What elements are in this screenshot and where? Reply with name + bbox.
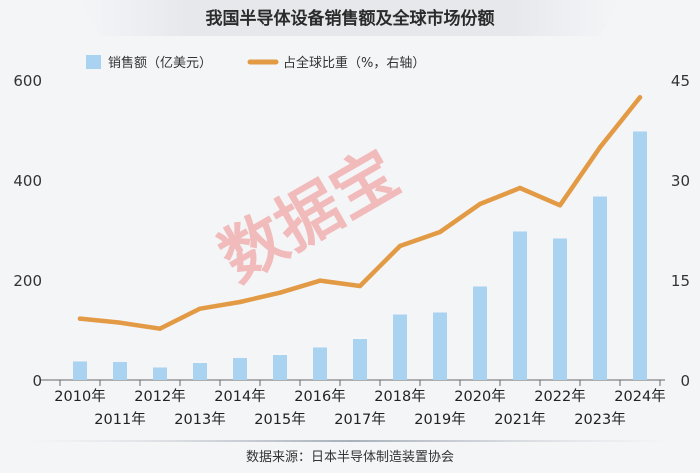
- legend-bar-swatch: [86, 55, 101, 69]
- share-point-2012年: [157, 326, 163, 331]
- share-point-2018年: [397, 243, 403, 249]
- bar-2014年: [233, 358, 247, 380]
- x-tick-label: 2012年: [134, 388, 185, 405]
- x-tick-label: 2010年: [54, 388, 105, 405]
- y-left-tick-label: 200: [13, 272, 42, 290]
- x-tick-label: 2011年: [94, 411, 145, 428]
- x-tick-label: 2020年: [454, 388, 505, 405]
- y-left-tick-label: 600: [13, 72, 42, 90]
- share-point-2016年: [317, 278, 323, 283]
- y-right-tick-label: 15: [671, 272, 690, 290]
- bars: [73, 131, 647, 380]
- x-tick-label: 2024年: [614, 388, 665, 405]
- share-point-2015年: [277, 290, 283, 295]
- x-tick-label: 2018年: [374, 388, 425, 405]
- share-point-2020年: [477, 201, 483, 207]
- source-divider: [30, 440, 670, 442]
- title-banner: [80, 0, 620, 36]
- x-tick-label: 2022年: [534, 388, 585, 405]
- x-tick-label: 2013年: [174, 411, 225, 428]
- share-point-2010年: [77, 316, 83, 321]
- bar-2015年: [273, 355, 287, 380]
- source-note: 数据来源：日本半导体制造装置协会: [246, 450, 454, 465]
- share-point-2024年: [637, 95, 643, 100]
- bar-2013年: [193, 363, 207, 380]
- x-tick-label: 2014年: [214, 388, 265, 405]
- y-right-tick-label: 0: [680, 372, 690, 390]
- legend-bar-label: 销售额（亿美元）: [108, 55, 212, 71]
- share-point-2011年: [117, 320, 123, 325]
- y-left-tick-label: 0: [32, 372, 42, 390]
- bar-2016年: [313, 347, 327, 380]
- share-point-2019年: [437, 229, 443, 235]
- bar-2024年: [633, 131, 647, 380]
- bar-2023年: [593, 196, 607, 380]
- bar-2022年: [553, 238, 567, 380]
- x-tick-label: 2016年: [294, 388, 345, 405]
- share-point-2021年: [517, 185, 523, 191]
- line-layer: [77, 95, 643, 331]
- bar-2012年: [153, 367, 167, 380]
- share-point-2023年: [597, 145, 603, 150]
- axes: 0 200 400 600 0 15 30 45: [13, 72, 690, 390]
- x-tick-label: 2015年: [254, 411, 305, 428]
- y-left-tick-label: 400: [13, 172, 42, 190]
- share-point-2013年: [197, 306, 203, 311]
- x-tick-label: 2019年: [414, 411, 465, 428]
- bar-2020年: [473, 286, 487, 380]
- bar-2018年: [393, 314, 407, 380]
- y-right-tick-label: 30: [671, 172, 690, 190]
- legend-line-label: 占全球比重（%，右轴）: [283, 55, 425, 71]
- share-point-2022年: [557, 203, 563, 208]
- x-tick-labels: 2010年 2011年 2012年 2013年 2014年 2015年 2016年 2017年…: [54, 380, 666, 428]
- y-right-tick-label: 45: [671, 72, 690, 90]
- bar-2017年: [353, 339, 367, 380]
- bar-2011年: [113, 362, 127, 380]
- bar-2019年: [433, 312, 447, 380]
- share-point-2014年: [237, 299, 243, 305]
- x-tick-label: 2021年: [494, 411, 545, 428]
- bar-2021年: [513, 231, 527, 380]
- chart-title: 我国半导体设备销售额及全球市场份额: [206, 8, 495, 29]
- x-tick-label: 2023年: [574, 411, 625, 428]
- x-tick-label: 2017年: [334, 411, 385, 428]
- bar-2010年: [73, 361, 87, 380]
- share-point-2017年: [357, 283, 363, 289]
